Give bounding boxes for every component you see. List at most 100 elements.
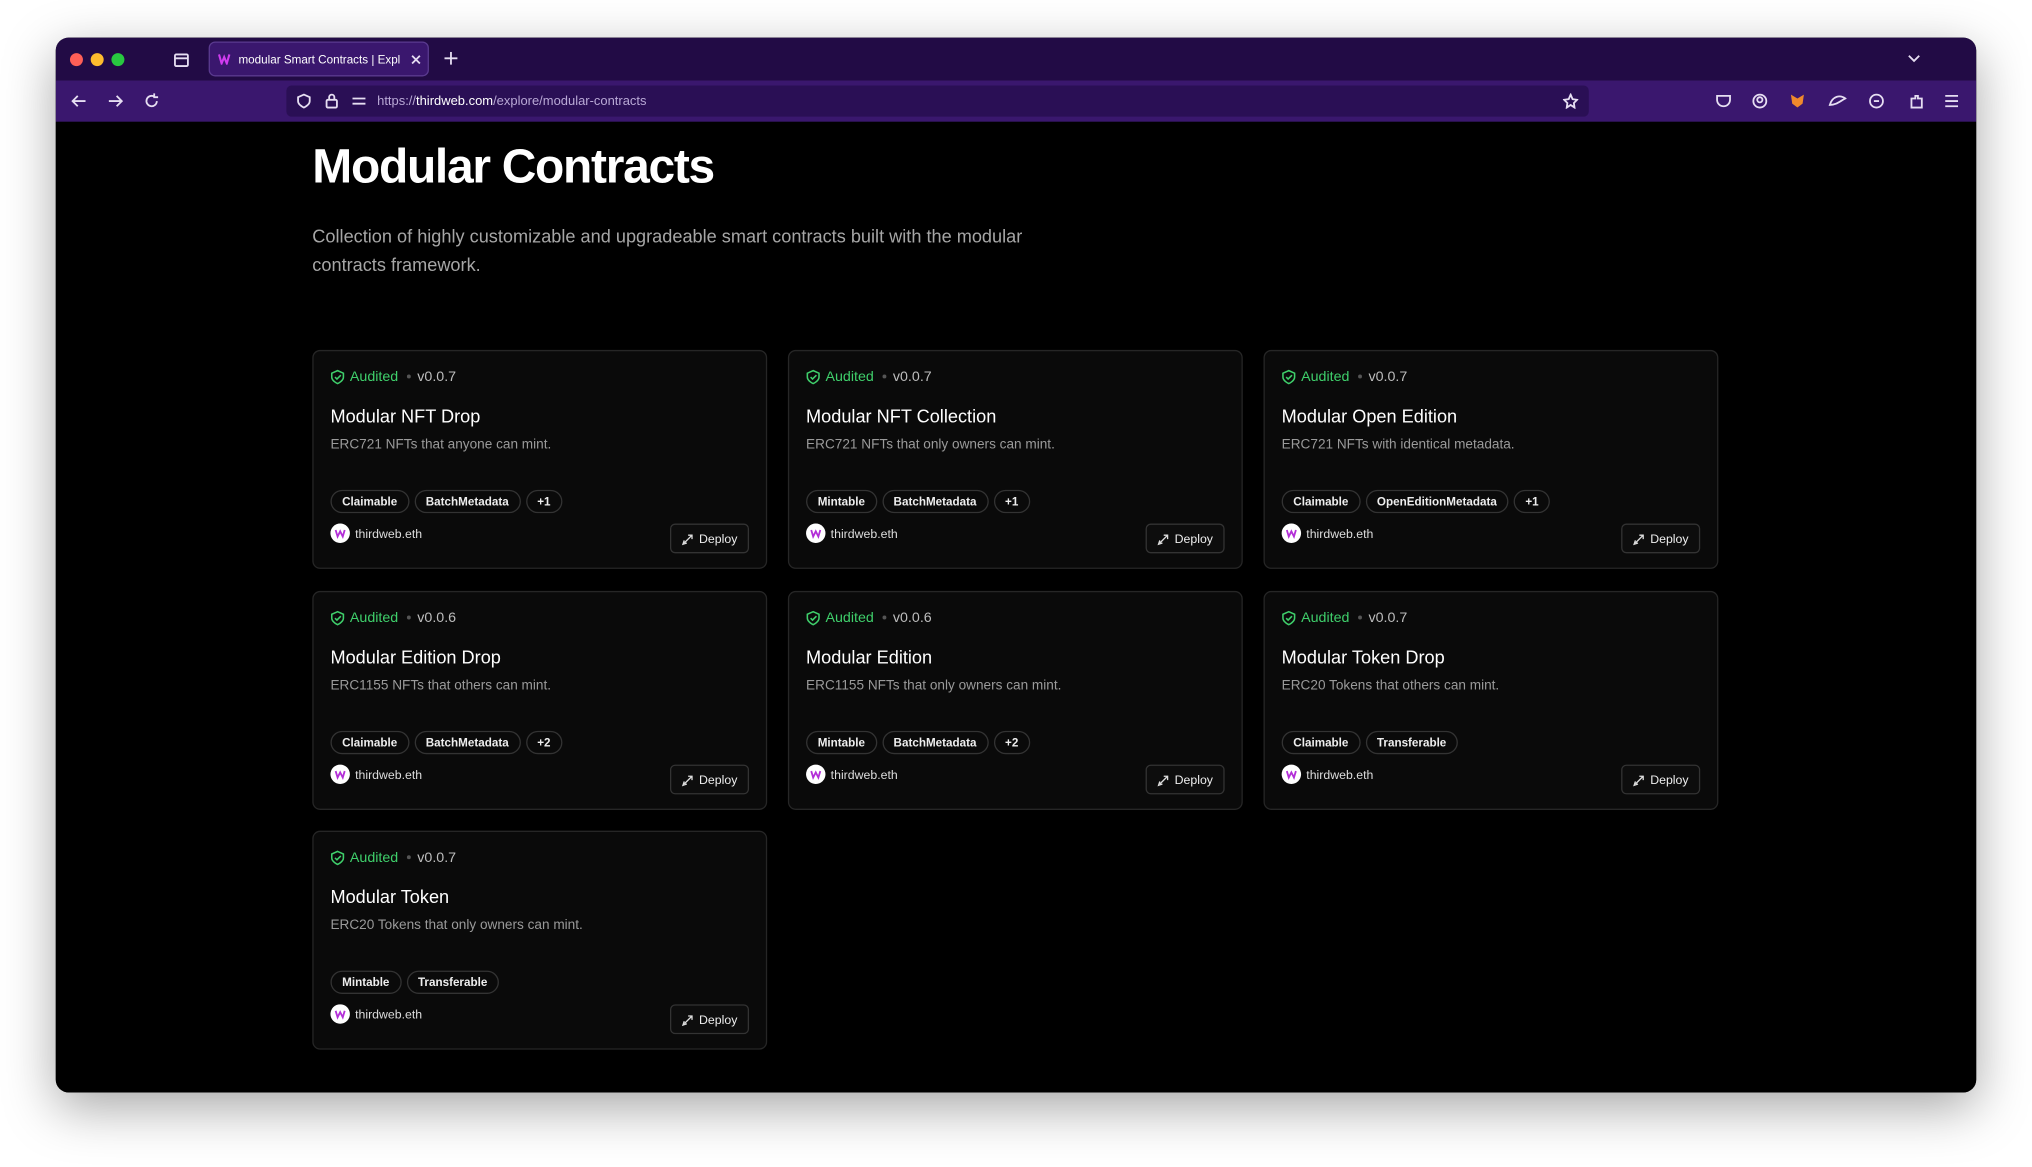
forward-button[interactable] — [108, 93, 124, 109]
contract-card[interactable]: Audited v0.0.6 Modular Edition ERC1155 NFTs… — [787, 590, 1243, 810]
contract-card[interactable]: Audited v0.0.7 Modular Token ERC20 Tokens t… — [312, 830, 768, 1050]
shield-check-icon — [330, 850, 345, 866]
audit-status: Audited — [1282, 610, 1349, 625]
extensions-button[interactable] — [1909, 93, 1925, 109]
tab-title: modular Smart Contracts | Expl — [238, 53, 401, 67]
author-avatar — [806, 523, 826, 543]
author-name[interactable]: thirdweb.eth — [830, 767, 898, 783]
close-tab[interactable] — [411, 54, 421, 65]
version: v0.0.7 — [892, 369, 932, 385]
permissions-icon — [352, 97, 366, 105]
tag-list: Claimable BatchMetadata +1 — [330, 489, 563, 514]
contract-card[interactable]: Audited v0.0.6 Modular Edition Drop ERC1155… — [312, 590, 768, 810]
tag-list: Claimable Transferable — [1281, 730, 1458, 754]
tag-list: Claimable OpenEditionMetadata +1 — [1281, 489, 1551, 514]
tag: BatchMetadata — [414, 489, 521, 514]
bookmark-star[interactable] — [1562, 93, 1579, 109]
separator-dot — [1358, 374, 1362, 379]
tab-list-icon[interactable] — [174, 52, 190, 68]
deploy-button[interactable]: Deploy — [1146, 523, 1225, 554]
tag: Claimable — [1281, 730, 1361, 754]
url-host: thirdweb.com — [416, 94, 494, 109]
rocket-icon — [1633, 534, 1645, 546]
author-name[interactable]: thirdweb.eth — [355, 767, 423, 783]
deploy-button[interactable]: Deploy — [670, 763, 750, 794]
contract-description: ERC721 NFTs that only owners can mint. — [806, 436, 1055, 453]
pocket-icon[interactable] — [1716, 93, 1732, 109]
shield-icon — [297, 93, 311, 109]
deploy-label: Deploy — [1174, 532, 1213, 547]
tag: BatchMetadata — [881, 730, 989, 754]
contract-title: Modular NFT Drop — [330, 405, 481, 427]
favicon — [218, 54, 231, 65]
audit-status: Audited — [806, 609, 874, 626]
close-window[interactable] — [69, 53, 83, 67]
tag: +1 — [993, 489, 1030, 514]
shield-check-icon — [330, 610, 345, 625]
tag-list: Claimable BatchMetadata +2 — [330, 730, 563, 754]
deploy-button[interactable]: Deploy — [670, 1004, 750, 1035]
deploy-label: Deploy — [1650, 532, 1689, 547]
reload-button[interactable] — [144, 93, 160, 109]
url-bar[interactable]: https://thirdweb.com/explore/modular-con… — [286, 85, 1589, 117]
status-text: Audited — [825, 609, 874, 626]
lock-icon — [325, 93, 338, 109]
tag: +1 — [1513, 489, 1551, 514]
account-icon[interactable] — [1752, 93, 1768, 109]
audit-status: Audited — [330, 850, 398, 866]
deploy-button[interactable]: Deploy — [1146, 763, 1225, 794]
menu-button[interactable] — [1945, 94, 1959, 108]
back-button[interactable] — [71, 93, 87, 109]
contract-title: Modular Token Drop — [1281, 646, 1445, 667]
separator-dot — [406, 374, 411, 379]
audit-status: Audited — [806, 369, 874, 385]
deploy-button[interactable]: Deploy — [1621, 763, 1701, 794]
author-name[interactable]: thirdweb.eth — [355, 1008, 423, 1023]
version: v0.0.7 — [417, 850, 457, 866]
thirdweb-logo — [334, 1010, 346, 1020]
page-description: Collection of highly customizable and up… — [312, 225, 1023, 275]
new-tab[interactable] — [444, 51, 458, 65]
toolbar: https://thirdweb.com/explore/modular-con… — [55, 80, 1977, 122]
version: v0.0.7 — [1368, 369, 1408, 385]
author-name[interactable]: thirdweb.eth — [1306, 527, 1374, 542]
separator-dot — [882, 374, 887, 379]
maximize-window[interactable] — [111, 53, 125, 67]
tag: +2 — [525, 730, 563, 754]
contract-card[interactable]: Audited v0.0.7 Modular Token Drop ERC20 Tok… — [1263, 590, 1719, 810]
tag: Claimable — [1281, 489, 1361, 514]
minimize-window[interactable] — [90, 53, 104, 67]
version: v0.0.7 — [417, 369, 457, 385]
audit-status: Audited — [330, 610, 398, 625]
rocket-icon — [682, 1015, 694, 1027]
author-avatar — [1281, 523, 1302, 543]
tag: +1 — [525, 489, 563, 514]
tab-overflow[interactable] — [1908, 54, 1921, 63]
author-avatar — [330, 1004, 350, 1024]
version: v0.0.6 — [892, 609, 932, 626]
separator-dot — [882, 614, 887, 619]
author-avatar — [330, 763, 350, 784]
contract-card[interactable]: Audited v0.0.7 Modular Open Edition ERC721 … — [1263, 349, 1719, 569]
metamask-icon[interactable] — [1790, 93, 1806, 109]
deploy-label: Deploy — [699, 773, 738, 788]
shield-check-icon — [806, 610, 820, 625]
extension-icon[interactable] — [1869, 93, 1885, 109]
active-tab[interactable]: modular Smart Contracts | Expl — [208, 41, 429, 77]
extension-icon[interactable] — [1828, 93, 1847, 109]
author-name[interactable]: thirdweb.eth — [1306, 767, 1374, 783]
tag-list: Mintable BatchMetadata +2 — [806, 730, 1030, 754]
tag-list: Mintable BatchMetadata +1 — [806, 489, 1030, 514]
deploy-button[interactable]: Deploy — [670, 523, 750, 554]
contract-card[interactable]: Audited v0.0.7 Modular NFT Drop ERC721 NFTs… — [312, 349, 768, 569]
deploy-label: Deploy — [1650, 773, 1689, 788]
deploy-button[interactable]: Deploy — [1621, 523, 1701, 554]
contract-card[interactable]: Audited v0.0.7 Modular NFT Collection ERC72… — [787, 349, 1243, 569]
status-text: Audited — [349, 369, 399, 385]
contract-description: ERC721 NFTs that anyone can mint. — [330, 436, 552, 453]
author-name[interactable]: thirdweb.eth — [355, 527, 423, 542]
page-title: Modular Contracts — [312, 139, 715, 194]
author-name[interactable]: thirdweb.eth — [830, 527, 898, 542]
contract-title: Modular NFT Collection — [806, 405, 997, 427]
page-content: Modular Contracts Collection of highly c… — [55, 121, 1977, 1093]
